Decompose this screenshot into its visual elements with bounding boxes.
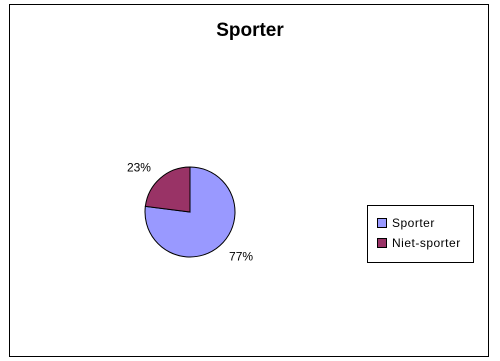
pie-slice-sporter xyxy=(144,166,236,258)
legend: Sporter Niet-sporter xyxy=(367,205,474,263)
chart-title: Sporter xyxy=(216,20,284,41)
slice-label-sporter: 77% xyxy=(229,249,253,263)
legend-entry-sporter: Sporter xyxy=(368,213,473,233)
legend-swatch-sporter xyxy=(377,218,387,228)
pie-slice-niet-sporter xyxy=(144,166,191,213)
legend-label-sporter: Sporter xyxy=(392,216,435,230)
legend-label-niet-sporter: Niet-sporter xyxy=(392,236,461,250)
slice-label-niet-sporter: 23% xyxy=(127,161,151,175)
chart-area xyxy=(9,4,489,357)
legend-entry-niet-sporter: Niet-sporter xyxy=(368,233,473,253)
legend-swatch-niet-sporter xyxy=(377,238,387,248)
